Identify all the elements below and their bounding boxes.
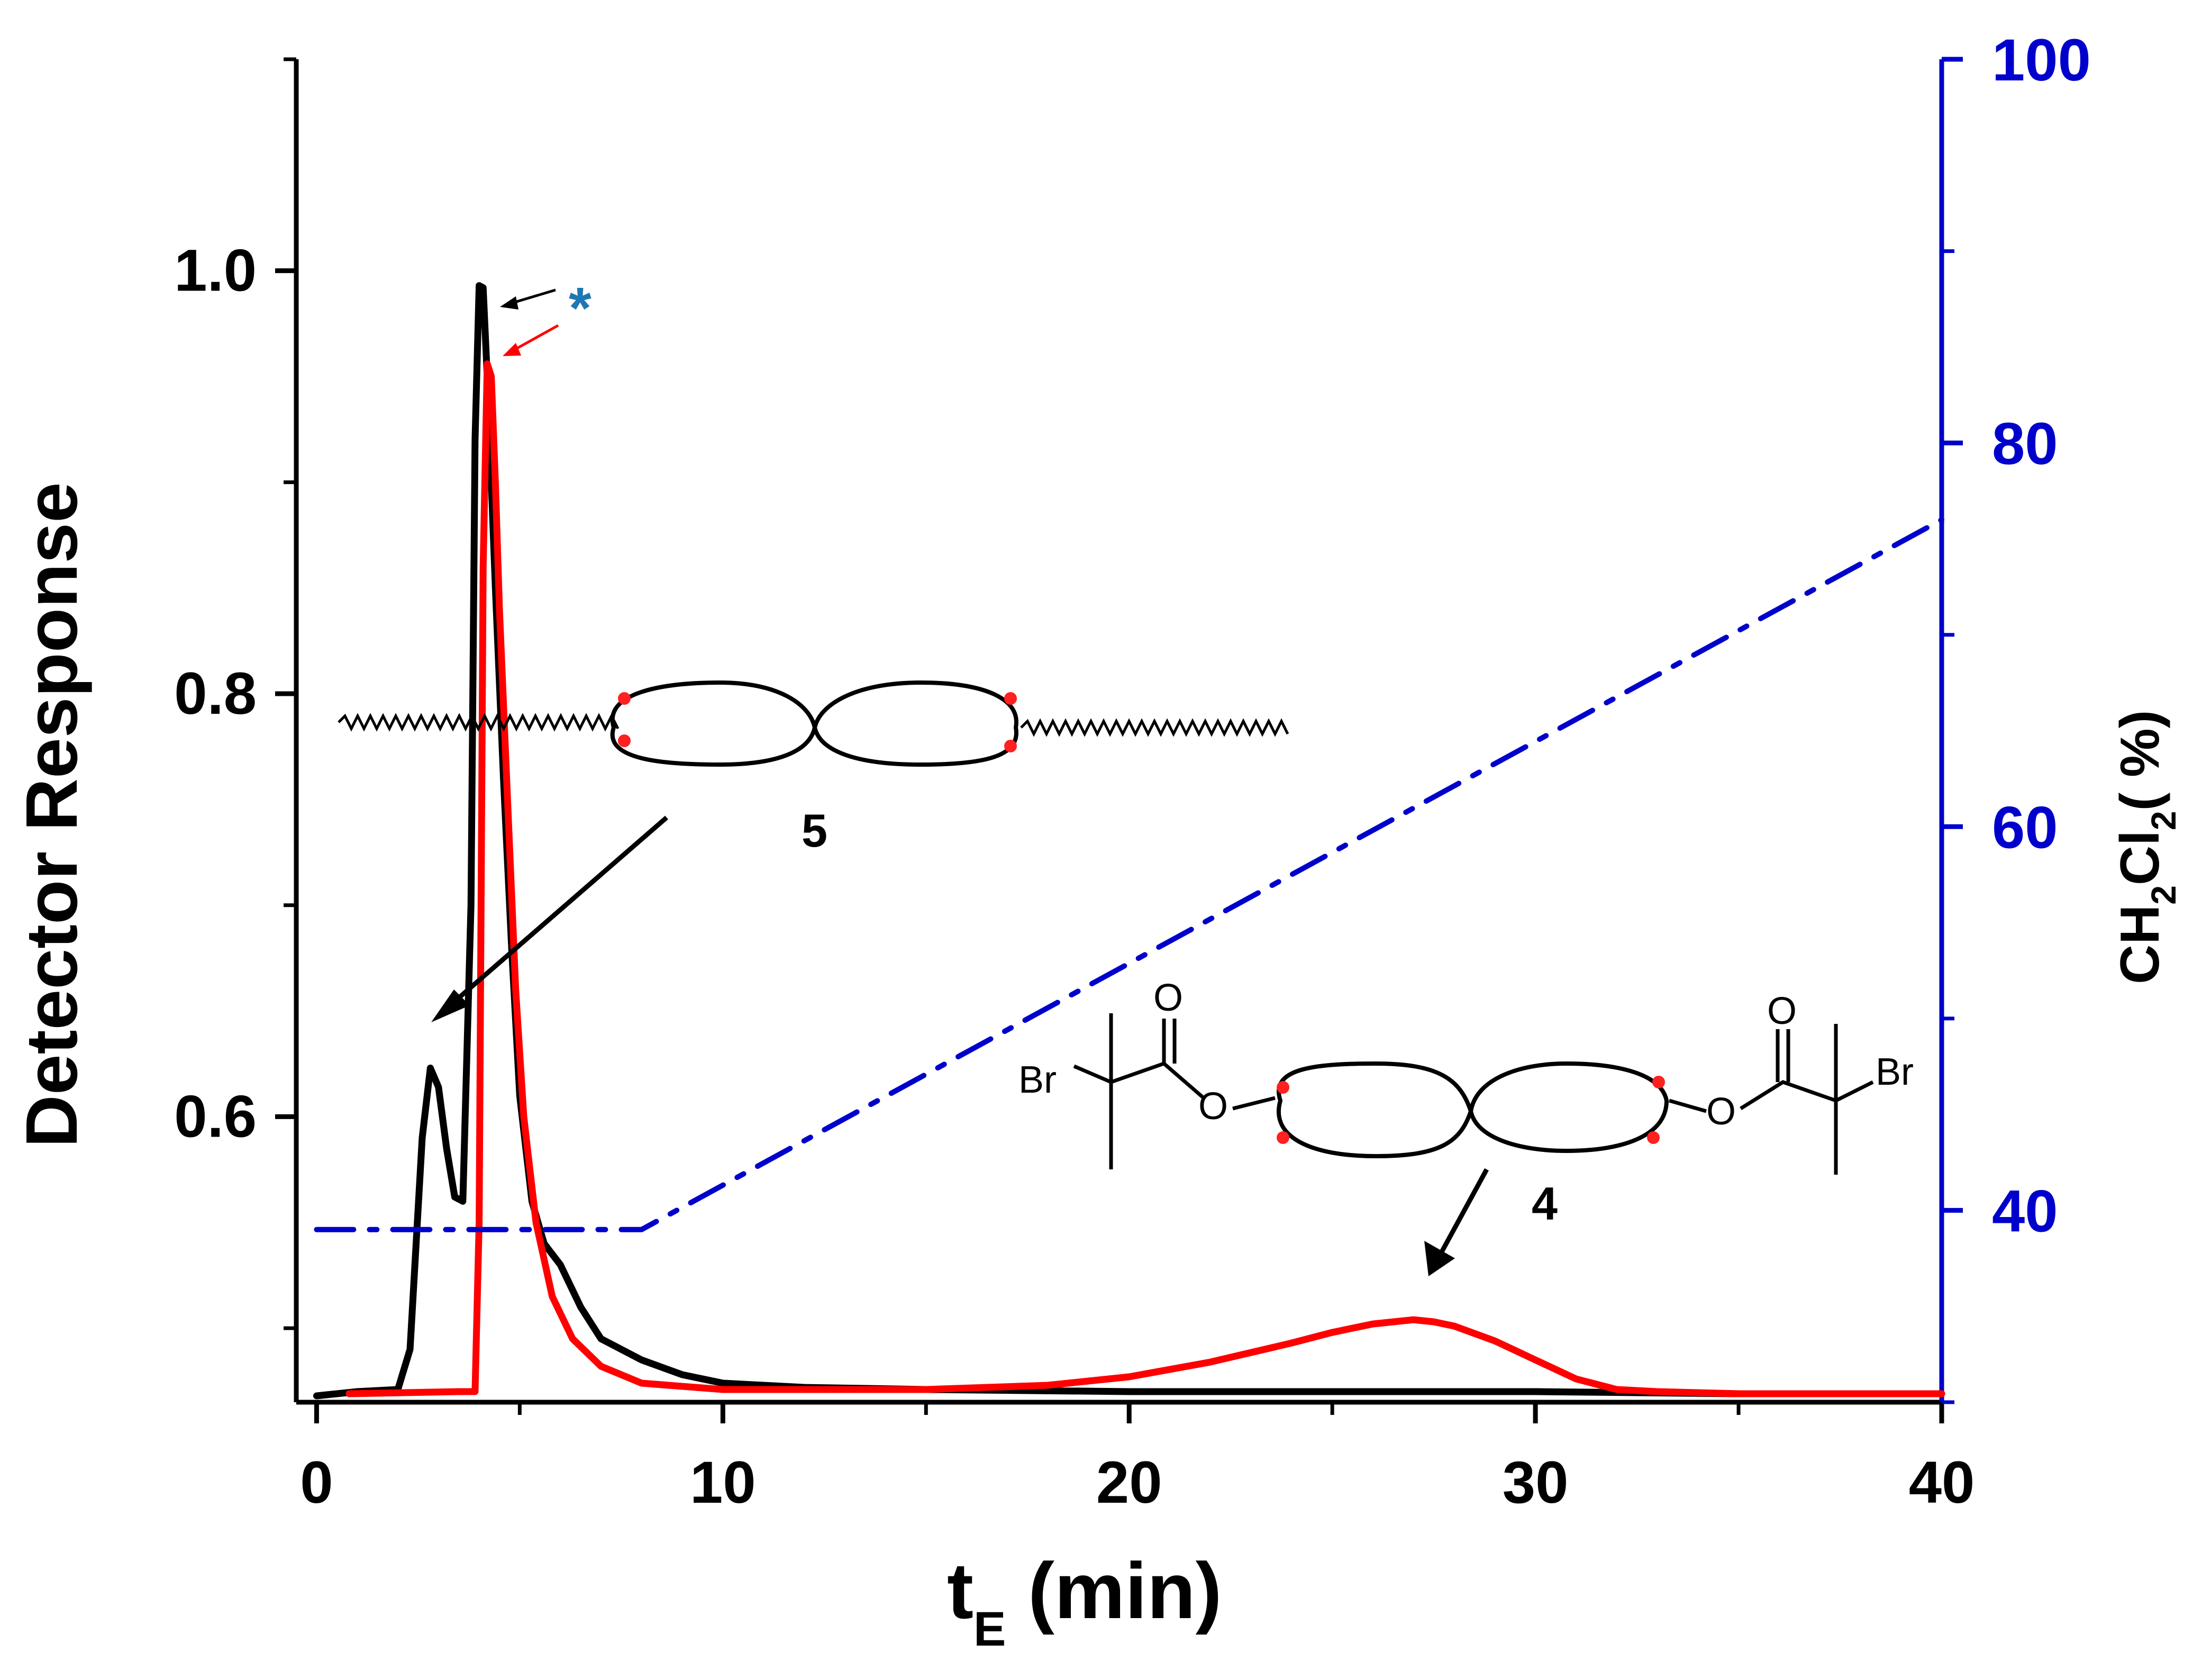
structure-4-end-dot [1277, 1131, 1289, 1144]
peak-marker: * [500, 276, 592, 356]
structure-4-end-dot [1652, 1076, 1665, 1088]
y-left-ticks: 0.6 0.8 1.0 [174, 57, 296, 1330]
structure-4-o-right: O [1706, 1091, 1736, 1133]
x-tick-label: 30 [1503, 1449, 1569, 1515]
x-axis-title-subscript: E [973, 1602, 1006, 1656]
structure-5-left-chain [338, 713, 620, 732]
x-tick-label: 20 [1096, 1449, 1162, 1515]
structure-4-arrowhead [1424, 1241, 1455, 1276]
y-right-tick-label: 100 [1992, 27, 2091, 93]
structure-5-right-ring [812, 680, 1018, 767]
structure-5: 5 [338, 680, 1289, 1022]
x-axis-title: tE (min) [947, 1546, 1222, 1656]
structure-4-left-linker [1232, 1096, 1276, 1111]
structure-4-right-linker [1669, 1098, 1707, 1113]
structure-4: Br O O O O Br 4 [1018, 977, 1914, 1276]
structure-5-arrowhead [431, 989, 470, 1022]
structure-4-label: 4 [1532, 1177, 1558, 1230]
y-left-tick-label: 0.6 [174, 1083, 257, 1149]
structure-5-label: 5 [802, 804, 827, 857]
y-axis-right-title: CH2Cl2( %) [2109, 710, 2183, 984]
red-trace-line [345, 360, 1945, 1397]
structure-4-br-left: Br [1018, 1059, 1057, 1101]
y-right-ticks: 40 60 80 100 [1942, 27, 2091, 1404]
structure-4-right-ring [1468, 1061, 1669, 1154]
y-right-tick-label: 60 [1992, 794, 2058, 860]
structure-4-left-ring [1276, 1061, 1473, 1159]
structure-5-end-dot [1004, 692, 1017, 705]
structure-4-o-top-right: O [1767, 990, 1797, 1032]
x-axis-title-unit: (min) [1006, 1546, 1222, 1635]
y-left-tick-label: 1.0 [174, 238, 257, 304]
structure-4-br-right: Br [1876, 1051, 1914, 1093]
structure-4-o-top-left: O [1153, 977, 1183, 1019]
structure-4-end-dot [1277, 1081, 1289, 1094]
asterisk-label: * [569, 276, 592, 341]
red-peak-arrow [509, 324, 559, 353]
structure-5-end-dot [1004, 740, 1017, 752]
structure-5-end-dot [618, 692, 631, 705]
red-peak-arrowhead [503, 343, 521, 356]
y-left-tick-label: 0.8 [174, 660, 257, 727]
y-right-tick-label: 80 [1992, 411, 2058, 477]
y-right-tick-label: 40 [1992, 1178, 2058, 1244]
series-layer [313, 282, 1945, 1400]
black-peak-arrowhead [500, 296, 518, 310]
structure-5-right-chain [1020, 718, 1289, 737]
x-tick-label: 10 [690, 1449, 756, 1515]
structure-4-arrow [1437, 1168, 1489, 1258]
structure-5-arrow [445, 815, 668, 1010]
structure-5-left-ring [610, 680, 817, 767]
x-tick-label: 40 [1909, 1449, 1975, 1515]
structure-4-right-bonds [1740, 1024, 1874, 1175]
structure-4-left-bonds [1073, 1013, 1205, 1169]
y-axis-left-title: Detector Response [11, 482, 93, 1148]
x-tick-label: 0 [300, 1449, 333, 1515]
gradient-line [314, 517, 1944, 1232]
structure-4-end-dot [1647, 1131, 1660, 1144]
structure-4-o-left: O [1198, 1085, 1228, 1128]
x-axis-title-main: tE (min) [947, 1546, 1222, 1656]
x-ticks: 0 10 20 30 40 [300, 1402, 1974, 1515]
structure-5-end-dot [618, 734, 631, 747]
